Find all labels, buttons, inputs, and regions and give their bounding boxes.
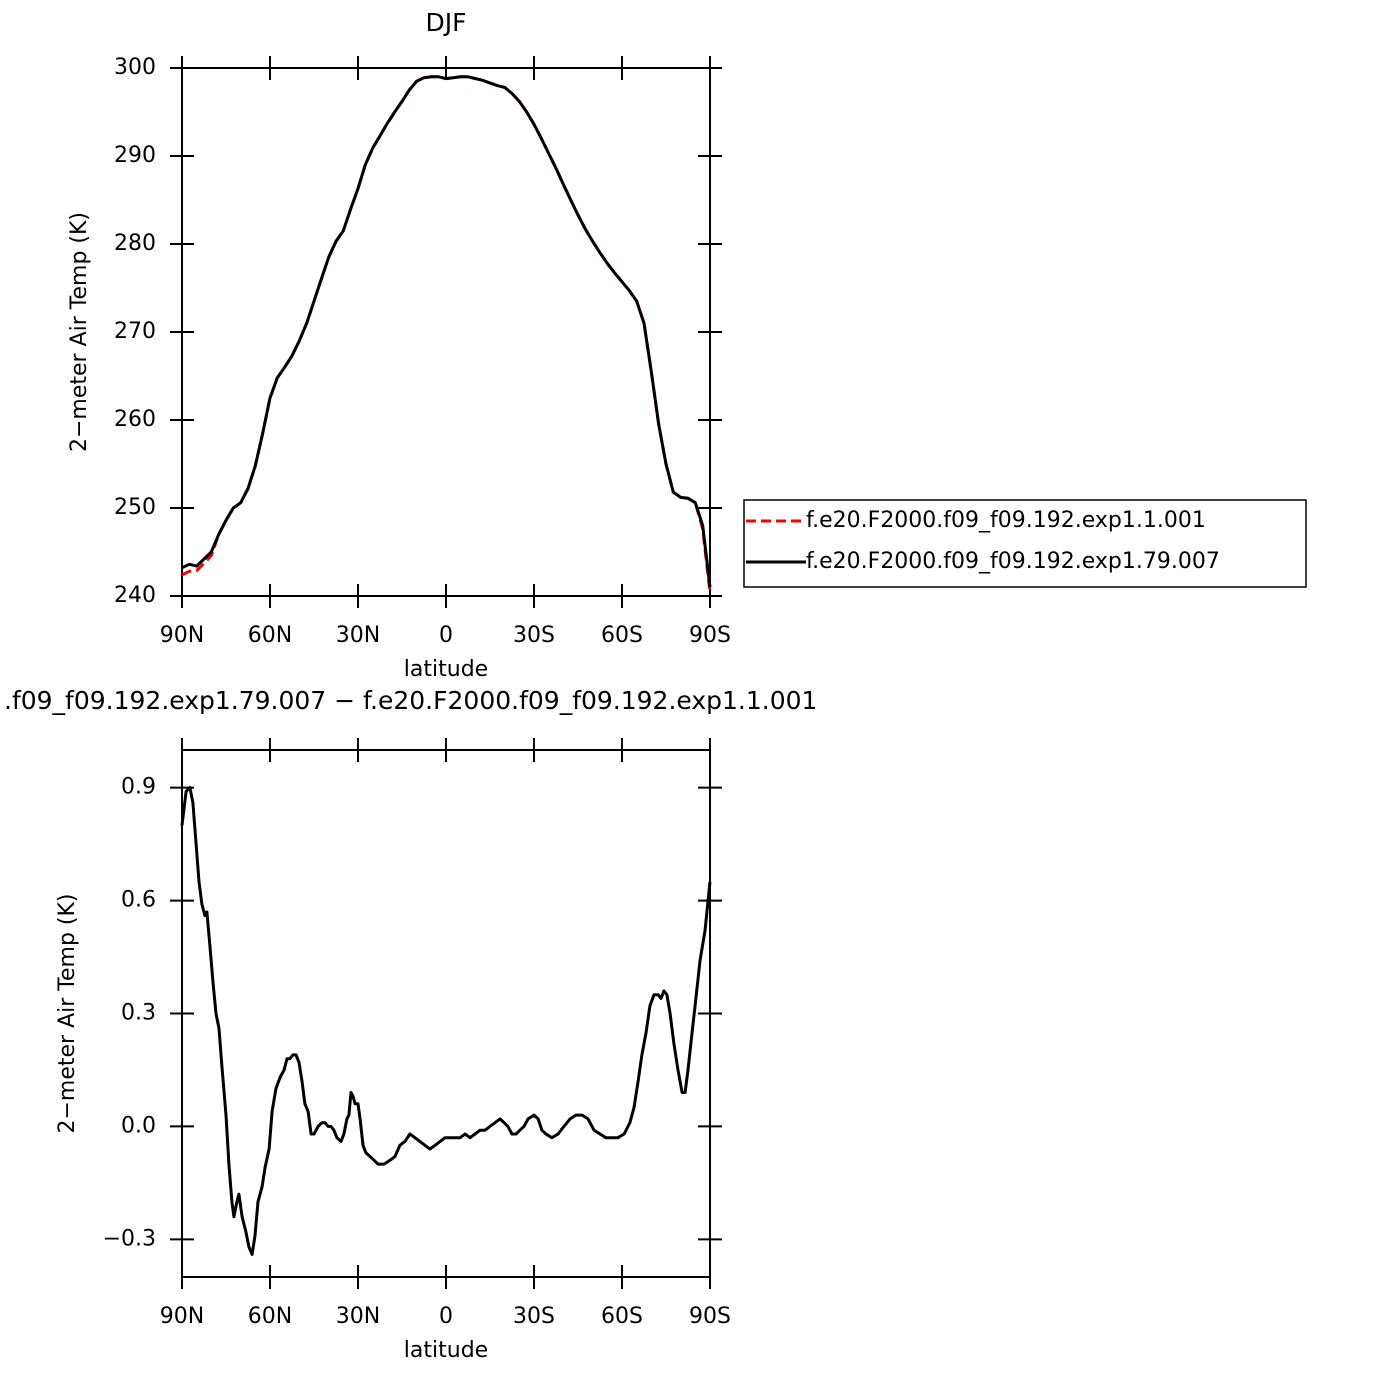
x-tick-label: 30N [336,623,380,648]
y-tick-label: 240 [114,583,156,608]
x-tick-label: 30N [336,1304,380,1329]
legend-label: f.e20.F2000.f09_f09.192.exp1.1.001 [806,508,1206,533]
y-tick-label: −0.3 [103,1226,156,1251]
legend-box [743,499,1307,588]
x-axis-label: latitude [404,657,488,682]
x-tick-label: 0 [439,1304,453,1329]
x-tick-label: 60N [248,1304,292,1329]
x-axis-label: latitude [404,1338,488,1363]
data-line [180,786,712,1256]
plot-frame [181,67,711,597]
x-tick-label: 30S [513,623,555,648]
y-tick-label: 300 [114,55,156,80]
y-tick-label: 0.9 [121,775,156,800]
y-tick-label: 290 [114,143,156,168]
y-tick-label: 280 [114,231,156,256]
data-line [181,75,712,588]
y-tick-label: 260 [114,407,156,432]
x-tick-label: 60N [248,623,292,648]
x-tick-label: 0 [439,623,453,648]
x-tick-label: 90N [160,623,204,648]
y-axis-label: 2−meter Air Temp (K) [67,212,92,452]
y-tick-label: 270 [114,319,156,344]
y-tick-label: 0.3 [121,1001,156,1026]
y-tick-label: 0.6 [121,888,156,913]
legend-label: f.e20.F2000.f09_f09.192.exp1.79.007 [806,549,1220,574]
x-tick-label: 90S [689,1304,731,1329]
data-line [181,75,712,593]
y-axis-label: 2−meter Air Temp (K) [55,893,80,1133]
plot-frame [181,749,711,1278]
x-tick-label: 60S [601,623,643,648]
y-tick-label: 250 [114,495,156,520]
chart-title: .f09_f09.192.exp1.79.007 − f.e20.F2000.f… [4,686,817,715]
x-tick-label: 90S [689,623,731,648]
y-tick-label: 0.0 [121,1113,156,1138]
x-tick-label: 30S [513,1304,555,1329]
x-tick-label: 60S [601,1304,643,1329]
x-tick-label: 90N [160,1304,204,1329]
chart-title: DJF [425,8,466,37]
